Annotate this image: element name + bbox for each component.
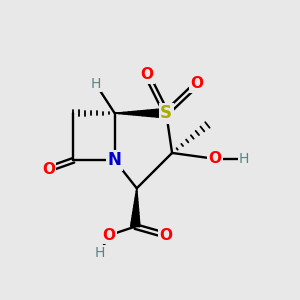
Text: N: N [108,151,122,169]
Text: O: O [208,151,221,166]
Text: O: O [102,228,115,243]
Polygon shape [119,112,124,114]
Text: O: O [190,76,204,91]
Polygon shape [157,109,161,118]
Polygon shape [130,223,140,227]
Text: O: O [160,228,173,243]
Polygon shape [136,192,137,195]
Text: S: S [160,104,172,122]
Polygon shape [161,109,166,118]
Polygon shape [134,111,138,115]
Polygon shape [135,195,138,199]
Polygon shape [132,212,139,216]
Polygon shape [131,219,140,223]
Polygon shape [133,209,139,213]
Text: O: O [141,68,154,82]
Text: H: H [95,246,105,260]
Text: O: O [42,162,55,177]
Polygon shape [115,113,119,114]
Polygon shape [134,206,139,209]
Polygon shape [143,110,148,116]
Polygon shape [148,110,152,117]
Polygon shape [138,111,143,116]
Text: H: H [90,77,101,91]
Polygon shape [124,112,129,115]
Polygon shape [129,112,134,115]
Polygon shape [134,202,138,206]
Polygon shape [134,199,138,202]
Text: H: H [239,152,249,166]
Polygon shape [136,188,137,192]
Polygon shape [132,216,140,220]
Polygon shape [152,109,157,117]
